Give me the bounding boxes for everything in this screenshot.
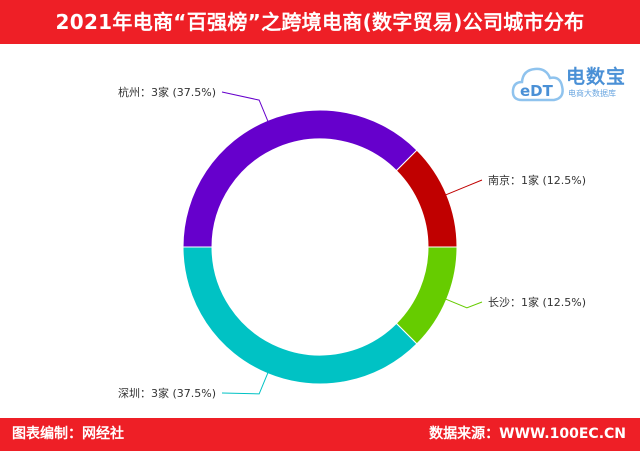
footer-author: 图表编制：网经社 xyxy=(12,426,124,442)
slice-label-2: 长沙：1家 (12.5%) xyxy=(488,295,586,309)
footer-bar: 图表编制：网经社 数据来源：WWW.100EC.CN xyxy=(0,418,640,451)
logo-name: 电数宝 xyxy=(566,66,627,88)
chart-area: 南京：1家 (12.5%) 长沙：1家 (12.5%) 深圳：3家 (37.5%) 杭… xyxy=(0,44,640,418)
leader-line-1 xyxy=(443,179,483,197)
leader-line-2 xyxy=(443,297,483,309)
donut-chart: 南京：1家 (12.5%) 长沙：1家 (12.5%) 深圳：3家 (37.5%) 杭… xyxy=(118,85,586,400)
donut-slice-3 xyxy=(182,246,418,385)
slice-label-3: 深圳：3家 (37.5%) xyxy=(118,386,216,400)
donut-slice-1 xyxy=(395,149,458,248)
cloud-logo-icon: eDT xyxy=(511,67,564,102)
leader-line-4 xyxy=(221,91,270,124)
title-bar: 2021年电商“百强榜”之跨境电商(数字贸易)公司城市分布 xyxy=(0,0,640,44)
slice-label-1: 南京：1家 (12.5%) xyxy=(488,173,586,187)
logo-subtitle: 电商大数据库 xyxy=(568,89,616,98)
donut-slice-4 xyxy=(182,109,418,248)
footer-source: 数据来源：WWW.100EC.CN xyxy=(429,426,626,442)
leader-line-3 xyxy=(221,370,270,395)
chart-title: 2021年电商“百强榜”之跨境电商(数字贸易)公司城市分布 xyxy=(55,10,585,34)
slice-label-4: 杭州：3家 (37.5%) xyxy=(118,85,216,99)
logo: eDT 电数宝 电商大数据库 xyxy=(510,58,630,110)
donut-slice-2 xyxy=(395,246,458,345)
logo-mark: eDT xyxy=(520,82,554,100)
